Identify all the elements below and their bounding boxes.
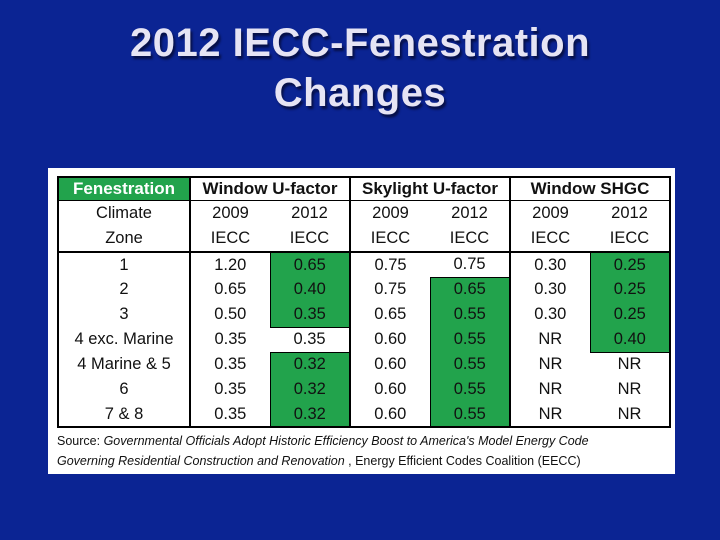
value-cell-highlighted: 0.32 [269, 377, 351, 402]
source-prefix: Source: [57, 434, 104, 448]
year-label: 2012 [291, 203, 328, 222]
source-line-2: Governing Residential Construction and R… [57, 451, 675, 471]
value-cell: 0.50 [189, 302, 270, 327]
value-cell-highlighted: 0.55 [429, 302, 511, 327]
source-line-1: Source: Governmental Officials Adopt His… [57, 431, 675, 451]
value-cell: 0.65 [349, 302, 430, 327]
value-cell: NR [617, 355, 642, 374]
value-cell: 0.35 [293, 330, 326, 348]
value-cell: NR [509, 352, 590, 377]
value-cell-highlighted: 0.25 [589, 277, 671, 302]
zone-label: 6 [119, 380, 129, 398]
climate-zone-header: Climate Zone [58, 200, 190, 253]
group-header-skylight-u-factor: Skylight U-factor [349, 177, 510, 201]
title-line-1: 2012 IECC-Fenestration [129, 21, 591, 65]
value-cell: NR [617, 380, 642, 398]
code-label: IECC [449, 228, 490, 247]
value-cell: 0.60 [349, 377, 430, 402]
year-header-cell: 2012 IECC [430, 200, 510, 253]
year-label: 2009 [532, 203, 569, 222]
value-cell: NR [509, 327, 590, 352]
value-cell-highlighted: 0.32 [269, 402, 351, 428]
value-cell: 0.35 [189, 402, 270, 427]
source-citation-title: Governmental Officials Adopt Historic Ef… [103, 434, 589, 448]
value-cell: 0.75 [453, 255, 486, 274]
fenestration-table: Fenestration Window U-factor Skylight U-… [57, 176, 671, 428]
value-cell-highlighted: 0.55 [429, 327, 511, 352]
zone-label: 4 Marine & 5 [77, 355, 171, 373]
value-cell: 1.20 [189, 252, 270, 277]
value-cell-highlighted: 0.65 [269, 251, 351, 277]
year-header-row: Climate Zone 2009 IECC 2012 IECC 2009 IE… [58, 200, 670, 253]
zone-label: 7 & 8 [104, 404, 144, 423]
value-cell-highlighted: 0.25 [589, 251, 671, 277]
year-header-cell: 2009 IECC [349, 200, 430, 253]
code-label: IECC [530, 228, 571, 247]
value-cell: 0.60 [349, 327, 430, 352]
table-row: 4 Marine & 5 0.35 0.32 0.60 0.55 NR NR [58, 351, 670, 377]
value-cell-highlighted: 0.35 [269, 302, 351, 328]
value-cell: 0.30 [509, 252, 590, 277]
value-cell: 0.65 [189, 277, 270, 302]
table-panel: Fenestration Window U-factor Skylight U-… [48, 168, 675, 474]
value-cell-highlighted: 0.65 [429, 276, 511, 302]
year-label: 2009 [372, 203, 409, 222]
value-cell-highlighted: 0.55 [429, 402, 511, 428]
value-cell: 0.35 [189, 377, 270, 402]
year-label: 2012 [611, 203, 648, 222]
value-cell: NR [509, 377, 590, 402]
year-header-cell: 2012 IECC [270, 200, 350, 253]
table-row: 3 0.50 0.35 0.65 0.55 0.30 0.25 [58, 302, 671, 328]
value-cell: 0.30 [509, 302, 590, 327]
source-citation-title-cont: Governing Residential Construction and R… [57, 454, 345, 468]
zone-label: 3 [119, 305, 129, 323]
year-label: 2009 [212, 203, 249, 222]
value-cell: 0.60 [349, 402, 430, 427]
code-label: IECC [289, 228, 330, 247]
value-cell: 0.75 [349, 252, 430, 277]
source-note: Source: Governmental Officials Adopt His… [57, 431, 675, 471]
value-cell-highlighted: 0.55 [429, 352, 511, 377]
group-header-window-u-factor: Window U-factor [189, 177, 350, 201]
title-line-2: Changes [273, 71, 447, 116]
corner-header-cell: Fenestration [58, 177, 190, 201]
zone-label: 1 [119, 255, 129, 274]
group-header-row: Fenestration Window U-factor Skylight U-… [58, 177, 670, 201]
climate-zone-header-line1: Climate [96, 203, 152, 222]
value-cell-highlighted: 0.25 [589, 302, 671, 327]
code-label: IECC [609, 228, 650, 247]
slide-title: 2012 IECC-Fenestration Changes [0, 18, 720, 119]
value-cell: 0.75 [349, 277, 430, 302]
year-header-cell: 2012 IECC [590, 200, 670, 253]
year-header-cell: 2009 IECC [509, 200, 590, 253]
year-label: 2012 [451, 203, 488, 222]
table-body: 1 1.20 0.65 0.75 0.75 0.30 0.25 2 0.65 0.40 0.75 0.… [58, 251, 671, 428]
table-row: 6 0.35 0.32 0.60 0.55 NR NR [58, 377, 670, 402]
value-cell-highlighted: 0.40 [269, 277, 351, 302]
value-cell-highlighted: 0.40 [589, 327, 671, 353]
year-header-cell: 2009 IECC [189, 200, 270, 253]
climate-zone-header-line2: Zone [105, 228, 143, 247]
value-cell: 0.30 [509, 277, 590, 302]
value-cell: 0.60 [349, 352, 430, 377]
group-header-window-shgc: Window SHGC [509, 177, 670, 201]
code-label: IECC [370, 228, 411, 247]
code-label: IECC [210, 228, 251, 247]
value-cell: 0.35 [189, 352, 270, 377]
table-row: 1 1.20 0.65 0.75 0.75 0.30 0.25 [58, 251, 671, 277]
zone-label: 2 [119, 280, 129, 298]
value-cell: NR [617, 404, 642, 423]
source-org: , Energy Efficient Codes Coalition (EECC… [344, 454, 581, 468]
value-cell-highlighted: 0.32 [269, 351, 351, 377]
table-row: 7 & 8 0.35 0.32 0.60 0.55 NR NR [58, 402, 670, 428]
value-cell-highlighted: 0.55 [429, 377, 511, 402]
table-row: 2 0.65 0.40 0.75 0.65 0.30 0.25 [58, 276, 671, 302]
value-cell: 0.35 [189, 327, 270, 352]
table-row: 4 exc. Marine 0.35 0.35 0.60 0.55 NR 0.40 [58, 327, 671, 353]
zone-label: 4 exc. Marine [74, 330, 174, 348]
value-cell: NR [509, 402, 590, 427]
